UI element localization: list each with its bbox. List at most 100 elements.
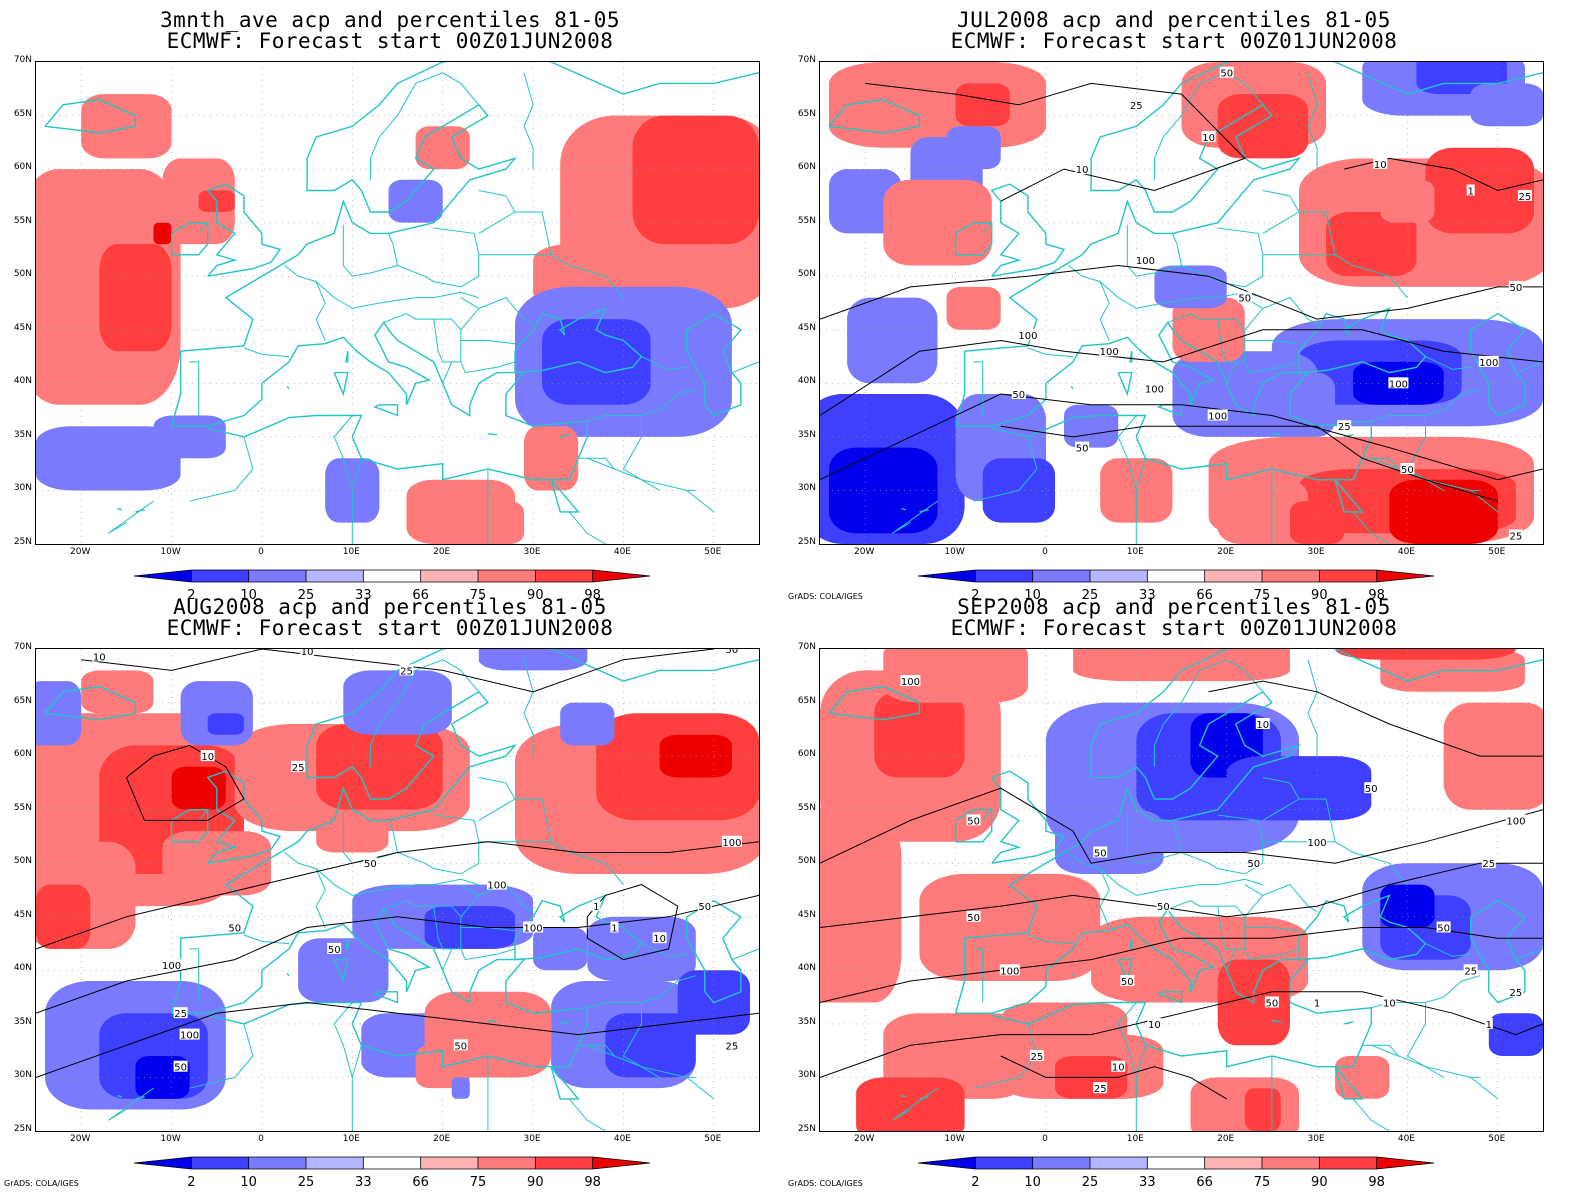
contour-label: 1 — [1468, 187, 1474, 198]
map-canvas: 100 50 50 100 100 100 50 100 100 50 100 25 50 25 25 50 1… — [819, 61, 1544, 545]
anomaly-cell — [1226, 756, 1372, 821]
colorbar-label: 75 — [469, 1175, 487, 1190]
longitude-label: 20E — [1217, 547, 1235, 557]
contour-label: 50 — [1121, 977, 1134, 988]
longitude-label: 0 — [258, 1134, 264, 1144]
latitude-label: 65N — [797, 108, 816, 119]
colorbar — [917, 1156, 1435, 1170]
border-line — [1262, 190, 1300, 234]
colorbar-label: 75 — [1253, 1175, 1271, 1190]
contour-label-bg — [1481, 857, 1496, 869]
contour-label: 50 — [967, 816, 980, 827]
contour-label: 100 — [162, 961, 181, 972]
coastline — [345, 351, 349, 363]
anomaly-cell — [207, 713, 244, 735]
contour-label: 50 — [967, 913, 980, 924]
contour-label: 50 — [1238, 294, 1251, 305]
latitude-label: 70N — [797, 55, 816, 65]
longitude-label: 40E — [1397, 547, 1415, 557]
island — [117, 508, 123, 511]
contour-line — [820, 991, 1543, 1078]
anomaly-cell — [1425, 147, 1534, 234]
longitude-label: 20W — [70, 1134, 91, 1144]
colorbar-label: 2 — [971, 588, 980, 603]
colorbar-swatch — [1262, 1157, 1320, 1169]
border-line — [1425, 356, 1471, 370]
latitude-label: 45N — [13, 909, 32, 920]
contour-label-bg — [453, 1039, 468, 1051]
latitude-label: 65N — [13, 108, 32, 119]
coastline — [955, 908, 1372, 1068]
contour-label: 50 — [1012, 390, 1025, 401]
colorbar — [917, 569, 1435, 583]
contour-label: 10 — [1256, 720, 1269, 731]
colorbar-arrow-low — [918, 1157, 976, 1169]
coastline — [333, 371, 349, 397]
contour-label: 50 — [364, 859, 377, 870]
colorbar-swatch — [363, 1157, 421, 1169]
colorbar-swatch — [1204, 570, 1262, 582]
map-svg: 100 50 100 100 50 50 50 50 25 100 50 50 50 25 25 10 10 1 1… — [820, 649, 1543, 1131]
border-line — [1371, 457, 1399, 470]
colorbar-label: 98 — [584, 1175, 601, 1190]
contour-label-bg — [1307, 835, 1328, 847]
anomaly-shading — [36, 649, 759, 1110]
contour-label-bg — [1201, 131, 1216, 142]
anomaly-cell — [81, 670, 154, 714]
contour-labels: 100 50 100 100 50 50 50 50 25 100 50 50 50 25 25 10 10 1 1… — [900, 675, 1526, 1095]
border-line — [892, 1087, 938, 1121]
colorbar-swatch — [1147, 570, 1205, 582]
colorbar-label: 66 — [412, 1175, 429, 1190]
border-line — [1443, 975, 1480, 998]
island — [487, 1020, 497, 1023]
graticule — [820, 62, 1543, 544]
latitude-label: 35N — [13, 429, 32, 440]
colorbar-label: 2 — [187, 1175, 196, 1190]
contour-line — [36, 1001, 759, 1078]
colorbar-swatch — [535, 1157, 593, 1169]
anomaly-cell — [1335, 649, 1516, 660]
panel-subtitle: ECMWF: Forecast start 00Z01JUN2008 — [166, 29, 614, 53]
island — [1271, 1020, 1281, 1023]
colorbar-label: 98 — [1368, 588, 1385, 603]
anomaly-cell — [883, 649, 1028, 703]
latitude-label: 50N — [797, 269, 816, 280]
coastline — [1117, 958, 1133, 984]
border-line — [460, 308, 516, 345]
longitude-label: 20W — [854, 547, 875, 557]
contour-label-bg — [1478, 355, 1499, 367]
latitude-label: 70N — [13, 642, 32, 652]
border-line — [1027, 347, 1074, 358]
border-line — [1181, 814, 1264, 875]
coastline — [990, 770, 1066, 864]
contour-label: 100 — [487, 881, 506, 892]
longitude-label: 50E — [1488, 1134, 1506, 1144]
anomaly-cell — [820, 809, 902, 1003]
border-line — [641, 356, 687, 370]
longitude-label: 10W — [944, 547, 965, 557]
longitude-label: 40E — [1397, 1134, 1415, 1144]
contour-label-bg — [291, 760, 306, 772]
anomaly-cell — [946, 286, 1001, 330]
contour-label: 100 — [524, 924, 543, 935]
anomaly-cell — [451, 1077, 470, 1099]
island — [901, 508, 907, 511]
colorbar-swatch — [1319, 570, 1377, 582]
anomaly-cell — [171, 766, 226, 810]
longitude-label: 10E — [342, 1134, 360, 1144]
contour-label-bg — [1264, 996, 1279, 1008]
latitude-label: 65N — [797, 695, 816, 706]
contour-label: 10 — [301, 649, 314, 658]
latitude-label: 25N — [797, 537, 816, 547]
contour-label: 50 — [328, 945, 341, 956]
anomaly-cell — [542, 319, 651, 405]
contour-label-bg — [92, 650, 107, 662]
contour-label: 10 — [1374, 160, 1387, 171]
coastlines — [44, 62, 759, 544]
map-panel: 3mnth_ave acp and percentiles 81-05 ECMWF… — [0, 0, 798, 603]
contour-label-bg — [523, 921, 544, 933]
border-line — [1299, 798, 1336, 842]
contour-label: 100 — [1136, 256, 1155, 267]
coastline — [686, 312, 742, 417]
anomaly-cell — [1064, 404, 1119, 448]
